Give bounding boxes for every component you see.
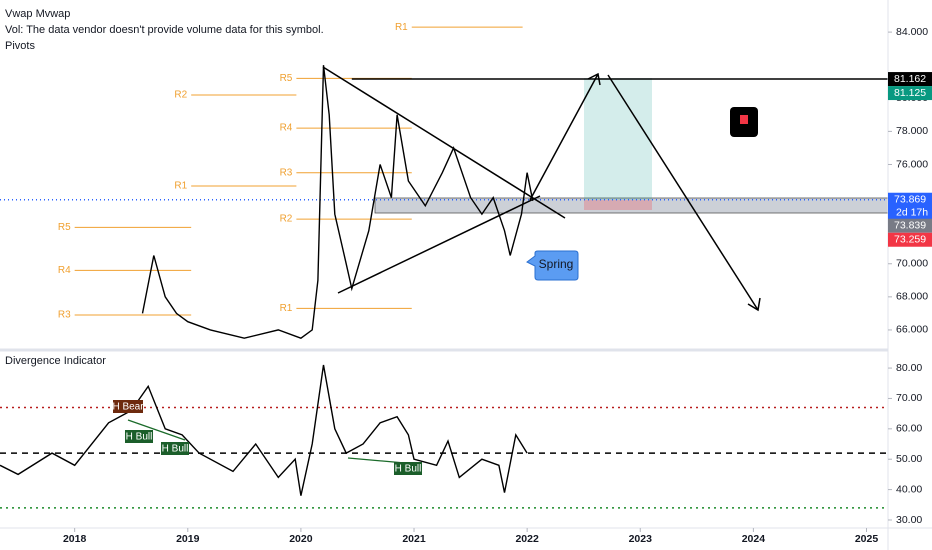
pivot-label: R2 [280, 214, 293, 225]
target-zone [584, 78, 652, 200]
y-tick-label: 80.00 [896, 362, 922, 374]
price-badge [888, 86, 932, 101]
divergence-line [127, 419, 186, 441]
x-tick-label: 2023 [629, 533, 653, 545]
spring-callout [526, 250, 579, 281]
x-tick-label: 2018 [63, 533, 87, 545]
x-tick-label: 2020 [289, 533, 313, 545]
pivot-label: R5 [58, 222, 71, 233]
arrow-head [747, 297, 761, 312]
pivot-label: R2 [174, 90, 187, 101]
bull-tag [125, 430, 153, 443]
axes: 84.00080.00078.00076.00070.00068.00066.0… [63, 26, 932, 545]
pivot-label: R1 [395, 22, 408, 33]
alert-icon-glyph [740, 115, 748, 124]
bull-label: H Bull [162, 444, 189, 455]
bull-label: H Bull [126, 432, 153, 443]
price-badge-label: 81.162 [894, 73, 926, 85]
bear-label: H Bear [112, 402, 144, 413]
trend-line [337, 195, 541, 294]
trend-line [322, 66, 566, 219]
price-badge [888, 232, 932, 247]
arrow-head [587, 72, 601, 86]
y-tick-label: 66.000 [896, 324, 928, 336]
arrow [607, 74, 759, 311]
arrow [529, 73, 599, 201]
stop-zone [584, 200, 652, 210]
y-tick-label: 68.000 [896, 291, 928, 303]
legend-text: Pivots [5, 40, 35, 52]
spring-label: Spring [539, 257, 574, 271]
bull-label: H Bull [395, 464, 422, 475]
pivot-label: R5 [280, 73, 293, 84]
pivot-label: R3 [280, 167, 293, 178]
bull-tag [394, 462, 422, 475]
indicator-title: Divergence Indicator [5, 355, 106, 367]
y-tick-label: 60.00 [896, 423, 922, 435]
x-tick-label: 2024 [742, 533, 766, 545]
y-tick-label: 70.000 [896, 258, 928, 270]
y-tick-label: 30.00 [896, 514, 922, 526]
drawings [322, 66, 761, 312]
y-tick-label: 76.000 [896, 158, 928, 170]
price-badge-label: 81.125 [894, 87, 926, 99]
x-tick-label: 2021 [402, 533, 426, 545]
pivot-label: R4 [280, 123, 293, 134]
y-tick-label: 84.000 [896, 26, 928, 38]
x-tick-label: 2022 [515, 533, 539, 545]
legend-text: Vwap Mvwap [5, 8, 70, 20]
y-tick-label: 78.000 [896, 125, 928, 137]
bear-tag [113, 400, 143, 413]
price-badge-sub: 2d 17h [896, 207, 928, 219]
x-tick-label: 2025 [855, 533, 879, 545]
x-tick-label: 2019 [176, 533, 200, 545]
bull-tag [161, 442, 189, 455]
y-tick-label: 70.00 [896, 392, 922, 404]
pivot-label: R1 [174, 181, 187, 192]
series-line [141, 65, 534, 339]
price-badge-label: 73.869 [894, 194, 926, 206]
pivot-label: R1 [280, 303, 293, 314]
price-badge [888, 218, 932, 233]
y-tick-label: 40.00 [896, 483, 922, 495]
price-badge-label: 73.839 [894, 220, 926, 232]
legend-text: Vol: The data vendor doesn't provide vol… [5, 24, 324, 36]
price-pane: R1 R5 R2 R4 R3 R1 R2 R5 R4 R1 R3 [0, 22, 888, 339]
pivot-label: R3 [58, 310, 71, 321]
price-badge [888, 192, 932, 220]
y-tick-label: 50.00 [896, 453, 922, 465]
price-badge-label: 73.259 [894, 234, 926, 246]
price-badge [888, 72, 932, 87]
pivot-label: R4 [58, 265, 71, 276]
